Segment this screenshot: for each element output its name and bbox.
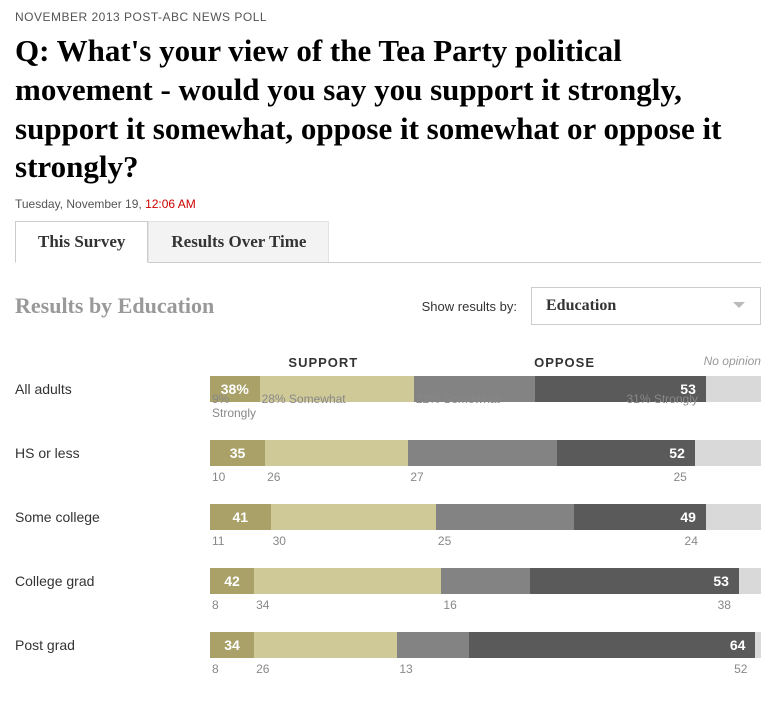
breakdown-label: 11 (210, 534, 271, 548)
dateline-time: 12:06 AM (145, 197, 196, 211)
breakdown-label: 16 (441, 598, 529, 612)
segment-oppose-strong: 52 (557, 440, 695, 466)
segment-support-somewhat (265, 440, 408, 466)
segment-oppose-somewhat (436, 504, 574, 530)
chart-row: Post grad34648261352 (15, 632, 761, 676)
show-by-label: Show results by: (422, 299, 517, 314)
breakdown-label: 26 (265, 470, 408, 484)
segment-no-opinion (739, 568, 761, 594)
chart-row: All adults38%539% Strongly28% Somewhat22… (15, 376, 761, 420)
poll-question-headline: Q: What's your view of the Tea Party pol… (15, 32, 761, 187)
kicker: NOVEMBER 2013 POST-ABC NEWS POLL (15, 10, 761, 24)
segment-oppose-strong: 53 (530, 568, 739, 594)
breakdown-label: 24 (574, 534, 706, 548)
breakdown-label: 25 (557, 470, 695, 484)
segment-no-opinion (755, 632, 761, 658)
chart-row: HS or less355210262725 (15, 440, 761, 484)
breakdown-labels: 10262725 (15, 466, 761, 484)
dropdown-selected-value: Education (546, 297, 616, 315)
row-label: Post grad (15, 637, 210, 653)
segment-oppose-strong: 64 (469, 632, 756, 658)
filter-dropdown[interactable]: Education (531, 287, 761, 325)
breakdown-label: 9% Strongly (210, 392, 260, 420)
results-title: Results by Education (15, 293, 422, 319)
chart-row: College grad42538341638 (15, 568, 761, 612)
header-no-opinion: No opinion (691, 355, 761, 370)
breakdown-label: 8 (210, 598, 254, 612)
chart-row: Some college414911302524 (15, 504, 761, 548)
tab-this-survey[interactable]: This Survey (15, 221, 148, 263)
header-oppose: OPPOSE (438, 355, 692, 370)
chevron-down-icon (732, 297, 746, 315)
breakdown-label: 25 (436, 534, 574, 548)
bar-track: 34 64 (210, 632, 761, 658)
breakdown-label: 27 (408, 470, 557, 484)
breakdown-labels: 11302524 (15, 530, 761, 548)
breakdown-label: 52 (469, 662, 756, 676)
tab-results-over-time[interactable]: Results Over Time (148, 221, 329, 262)
breakdown-labels: 8341638 (15, 594, 761, 612)
breakdown-labels: 8261352 (15, 658, 761, 676)
breakdown-label: 30 (271, 534, 436, 548)
dateline: Tuesday, November 19, 12:06 AM (15, 197, 761, 211)
segment-support-somewhat (254, 632, 397, 658)
breakdown-label: 10 (210, 470, 265, 484)
chart-area: SUPPORT OPPOSE No opinion All adults38%5… (15, 355, 761, 676)
segment-oppose-somewhat (397, 632, 469, 658)
segment-support-somewhat (254, 568, 441, 594)
breakdown-label: 26 (254, 662, 397, 676)
segment-oppose-somewhat (441, 568, 529, 594)
segment-no-opinion (706, 504, 761, 530)
segment-support-strong: 35 (210, 440, 265, 466)
breakdown-label: 13 (397, 662, 469, 676)
header-support: SUPPORT (209, 355, 438, 370)
segment-support-strong: 42 (210, 568, 254, 594)
segment-oppose-strong: 49 (574, 504, 706, 530)
column-headers: SUPPORT OPPOSE No opinion (15, 355, 761, 370)
breakdown-labels: 9% Strongly28% Somewhat22% Somewhat31% S… (15, 402, 761, 420)
tab-bar: This Survey Results Over Time (15, 221, 761, 263)
row-label: College grad (15, 573, 210, 589)
breakdown-label: 34 (254, 598, 441, 612)
breakdown-label: 8 (210, 662, 254, 676)
row-label: HS or less (15, 445, 210, 461)
segment-support-strong: 41 (210, 504, 271, 530)
breakdown-label: 38 (530, 598, 739, 612)
segment-support-somewhat (271, 504, 436, 530)
bar-track: 35 52 (210, 440, 761, 466)
segment-no-opinion (695, 440, 761, 466)
breakdown-label: 22% Somewhat (414, 392, 535, 420)
row-label: Some college (15, 509, 210, 525)
row-label: All adults (15, 381, 210, 397)
breakdown-label: 31% Strongly (535, 392, 706, 420)
breakdown-label: 28% Somewhat (260, 392, 414, 420)
segment-support-strong: 34 (210, 632, 254, 658)
segment-oppose-somewhat (408, 440, 557, 466)
dateline-day: Tuesday, November 19, (15, 197, 142, 211)
bar-track: 42 53 (210, 568, 761, 594)
bar-track: 41 49 (210, 504, 761, 530)
